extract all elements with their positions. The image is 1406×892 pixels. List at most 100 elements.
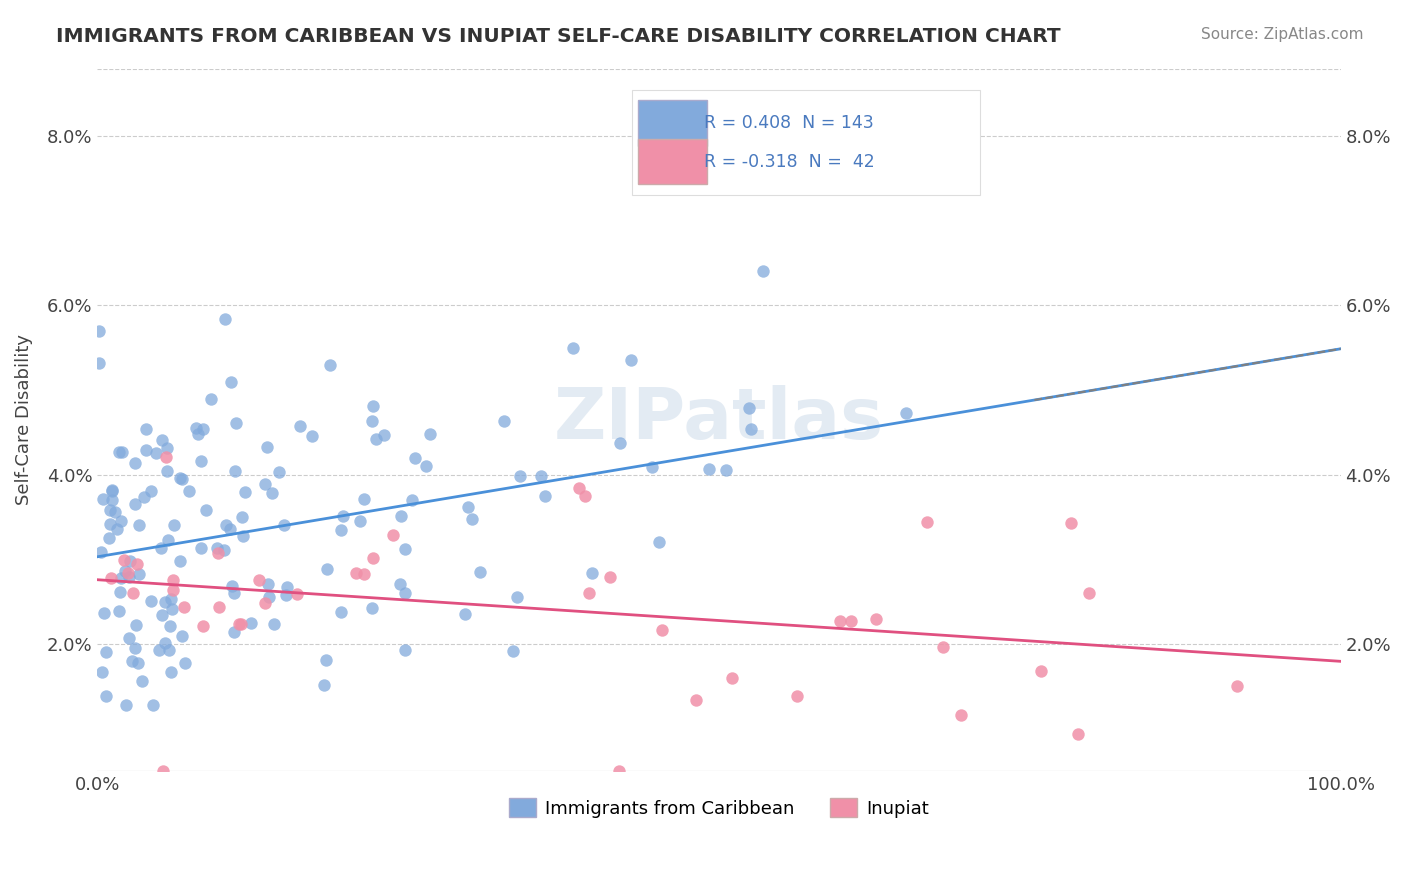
Point xyxy=(225,416,247,430)
Point xyxy=(394,542,416,557)
Point xyxy=(105,522,128,536)
Point xyxy=(190,541,212,555)
Point xyxy=(200,392,222,407)
Point xyxy=(125,618,148,632)
Point xyxy=(364,433,387,447)
Point xyxy=(274,589,297,603)
Point xyxy=(110,585,132,599)
Point xyxy=(737,401,759,415)
Point xyxy=(214,517,236,532)
Point xyxy=(468,566,491,580)
Point xyxy=(651,624,673,638)
Point xyxy=(107,444,129,458)
Point xyxy=(641,459,664,474)
Point xyxy=(208,599,231,614)
Point xyxy=(312,678,335,692)
Point xyxy=(699,462,721,476)
Point xyxy=(344,566,367,580)
Point xyxy=(93,606,115,620)
Point xyxy=(162,601,184,615)
Point xyxy=(98,517,121,532)
Point xyxy=(247,573,270,587)
Point xyxy=(607,764,630,778)
Point xyxy=(114,698,136,712)
Point xyxy=(224,625,246,640)
Point xyxy=(170,629,193,643)
Point xyxy=(260,486,283,500)
Point xyxy=(214,311,236,326)
FancyBboxPatch shape xyxy=(631,89,980,195)
Point xyxy=(169,554,191,568)
Point xyxy=(361,400,384,414)
Point xyxy=(273,517,295,532)
Point xyxy=(232,529,254,543)
Point xyxy=(153,636,176,650)
Point xyxy=(194,503,217,517)
Point xyxy=(100,483,122,498)
Point xyxy=(135,442,157,457)
Point xyxy=(190,454,212,468)
Point xyxy=(108,603,131,617)
Point xyxy=(620,352,643,367)
Point xyxy=(163,518,186,533)
Point xyxy=(112,553,135,567)
Point xyxy=(1226,679,1249,693)
Point xyxy=(315,653,337,667)
Point xyxy=(141,594,163,608)
Point xyxy=(894,406,917,420)
Point xyxy=(534,490,557,504)
Point xyxy=(574,490,596,504)
Point xyxy=(139,484,162,499)
Point xyxy=(205,541,228,555)
Point xyxy=(98,502,121,516)
Point xyxy=(221,579,243,593)
Point xyxy=(329,523,352,537)
Point xyxy=(1029,665,1052,679)
Point xyxy=(561,341,583,355)
Point xyxy=(121,586,143,600)
Point xyxy=(457,500,479,515)
Point xyxy=(124,456,146,470)
Point xyxy=(647,535,669,549)
Point xyxy=(157,643,180,657)
Point xyxy=(949,708,972,723)
Point xyxy=(714,463,737,477)
Point xyxy=(224,464,246,478)
Point xyxy=(91,665,114,680)
Point xyxy=(118,631,141,645)
Point xyxy=(100,571,122,585)
Point xyxy=(257,590,280,604)
Point xyxy=(207,546,229,560)
Point xyxy=(156,533,179,547)
Point xyxy=(319,359,342,373)
Point xyxy=(461,512,484,526)
Point xyxy=(404,450,426,465)
Point xyxy=(111,445,134,459)
Point xyxy=(134,490,156,504)
Text: ZIPatlas: ZIPatlas xyxy=(554,385,884,454)
Point xyxy=(256,577,278,591)
Point xyxy=(162,582,184,597)
Point xyxy=(191,422,214,436)
Point xyxy=(156,464,179,478)
Point xyxy=(169,471,191,485)
Point xyxy=(97,531,120,545)
Y-axis label: Self-Care Disability: Self-Care Disability xyxy=(15,334,32,505)
Point xyxy=(229,616,252,631)
Point xyxy=(454,607,477,622)
Point xyxy=(301,429,323,443)
Point xyxy=(90,545,112,559)
Point xyxy=(1077,586,1099,600)
Point xyxy=(101,492,124,507)
Point xyxy=(349,514,371,528)
Point xyxy=(187,427,209,442)
Point xyxy=(128,566,150,581)
Point xyxy=(173,656,195,670)
Point xyxy=(128,518,150,533)
Point xyxy=(153,594,176,608)
Point xyxy=(502,644,524,658)
Point xyxy=(932,640,955,654)
Point xyxy=(172,472,194,486)
Point xyxy=(173,599,195,614)
Point xyxy=(401,493,423,508)
